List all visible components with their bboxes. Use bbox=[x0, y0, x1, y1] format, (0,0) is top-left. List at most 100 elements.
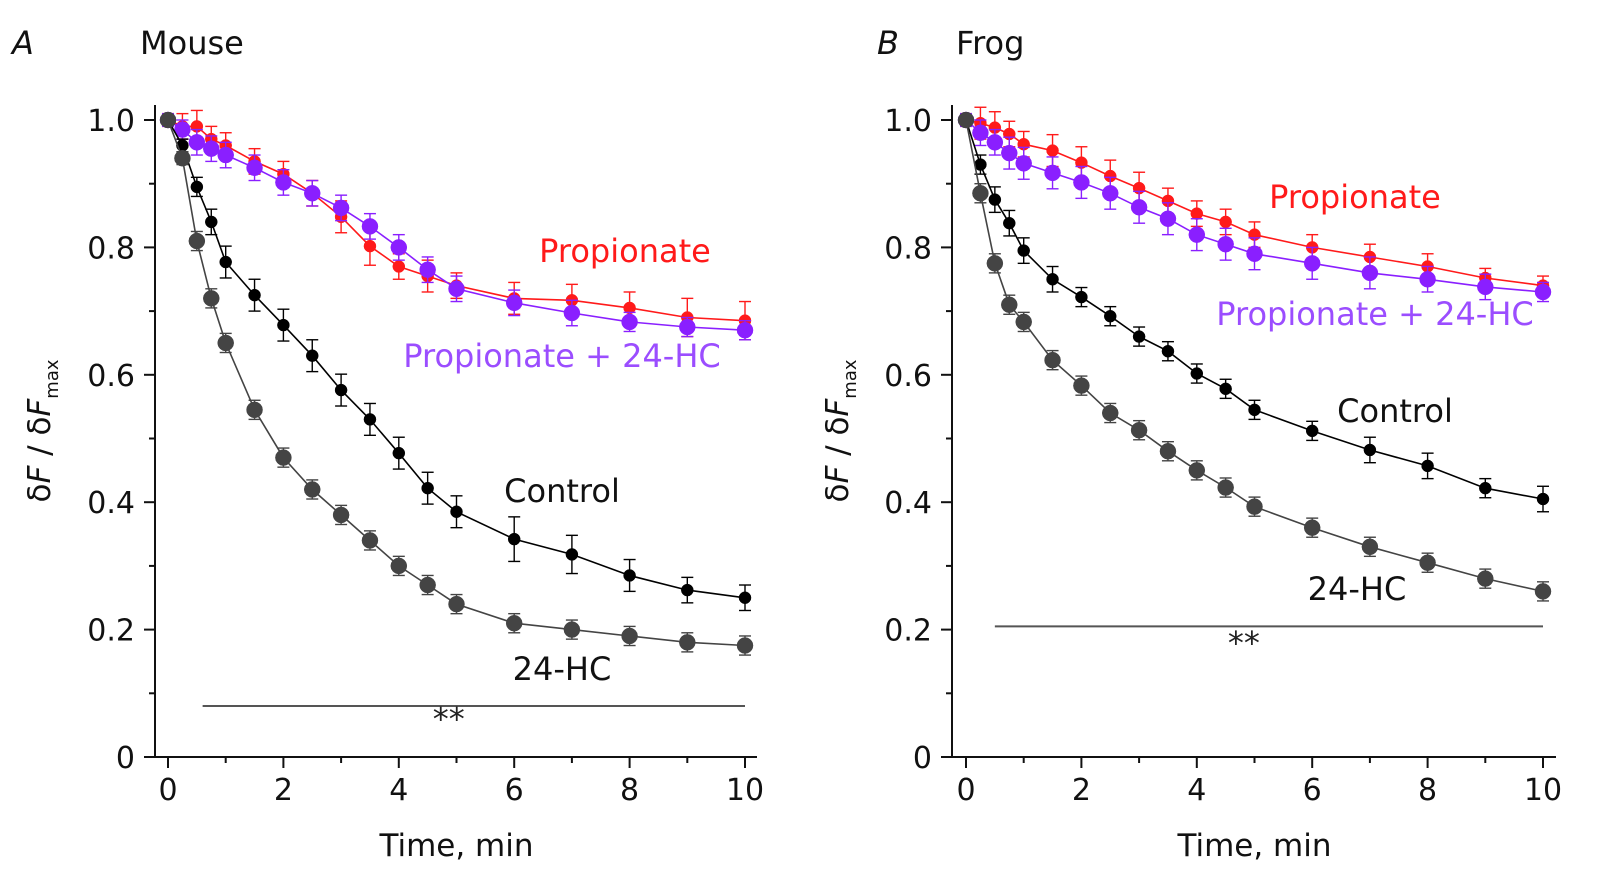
data-point bbox=[392, 446, 406, 460]
data-point bbox=[1219, 215, 1232, 229]
data-point bbox=[972, 124, 989, 141]
data-point bbox=[246, 159, 263, 177]
data-point bbox=[1361, 264, 1379, 282]
data-point bbox=[390, 557, 408, 575]
data-point bbox=[332, 199, 350, 217]
data-point bbox=[448, 595, 465, 613]
chart-title: Mouse bbox=[140, 24, 244, 62]
series-label-propionate-plus-24-hc: Propionate + 24-HC bbox=[403, 337, 721, 375]
data-point bbox=[1534, 583, 1552, 600]
data-point bbox=[217, 146, 234, 164]
data-point bbox=[1159, 210, 1177, 227]
data-point bbox=[1188, 462, 1206, 479]
series-label-24-hc: 24-HC bbox=[513, 650, 612, 688]
significance-label: ** bbox=[433, 700, 465, 738]
data-point bbox=[363, 413, 377, 426]
series-label-propionate-plus-24-hc: Propionate + 24-HC bbox=[1216, 295, 1534, 333]
data-point bbox=[1421, 459, 1434, 473]
series-propionate-plus-24-hc bbox=[957, 111, 1552, 303]
data-point bbox=[450, 505, 463, 519]
data-point bbox=[363, 239, 377, 253]
data-point bbox=[275, 174, 292, 191]
data-point bbox=[736, 637, 754, 654]
data-point bbox=[277, 318, 290, 332]
data-point bbox=[681, 583, 694, 597]
data-point bbox=[621, 627, 638, 645]
y-tick-label: 0.4 bbox=[87, 486, 135, 521]
data-point bbox=[988, 193, 1002, 206]
data-point bbox=[1217, 479, 1234, 496]
series-label-control: Control bbox=[504, 472, 620, 510]
x-tick-label: 10 bbox=[1524, 773, 1562, 808]
data-point bbox=[1102, 185, 1119, 202]
data-point bbox=[738, 591, 752, 604]
data-point bbox=[563, 621, 581, 638]
data-point bbox=[1015, 313, 1032, 331]
data-point bbox=[1419, 271, 1436, 288]
data-point bbox=[174, 149, 191, 167]
x-tick-label: 4 bbox=[1187, 773, 1206, 808]
data-point bbox=[219, 255, 232, 269]
data-point bbox=[1159, 442, 1177, 460]
data-point bbox=[306, 349, 319, 362]
data-point bbox=[1015, 155, 1032, 172]
data-point bbox=[1104, 309, 1117, 323]
data-point bbox=[275, 449, 292, 466]
series-label-propionate: Propionate bbox=[539, 232, 711, 270]
x-tick-label: 0 bbox=[956, 773, 975, 808]
series-control bbox=[959, 113, 1550, 513]
data-point bbox=[248, 288, 261, 302]
data-point bbox=[972, 185, 989, 202]
data-point bbox=[1303, 255, 1321, 272]
data-point bbox=[203, 140, 220, 157]
data-point bbox=[174, 121, 191, 138]
data-point bbox=[332, 506, 350, 524]
data-point bbox=[304, 185, 321, 202]
data-point bbox=[1130, 199, 1148, 216]
series-label-control: Control bbox=[1337, 392, 1453, 430]
data-point bbox=[1477, 278, 1494, 296]
data-point bbox=[1044, 351, 1061, 369]
data-point bbox=[1046, 273, 1059, 286]
data-point bbox=[1303, 519, 1321, 536]
significance-label: ** bbox=[1228, 624, 1260, 662]
data-point bbox=[203, 290, 220, 307]
y-tick-label: 0.6 bbox=[87, 359, 135, 394]
data-point bbox=[1001, 296, 1018, 313]
data-point bbox=[1190, 207, 1204, 220]
data-point bbox=[1219, 382, 1232, 396]
data-point bbox=[190, 180, 204, 194]
series-line bbox=[167, 119, 746, 647]
x-axis-label: Time, min bbox=[378, 828, 533, 864]
data-point bbox=[621, 313, 638, 331]
data-point bbox=[419, 261, 436, 278]
data-point bbox=[188, 134, 206, 151]
x-tick-label: 6 bbox=[1303, 773, 1322, 808]
y-tick-label: 0 bbox=[116, 741, 135, 776]
data-point bbox=[1003, 216, 1016, 230]
panel-a-mouse: A Mouse 0 0.2 0.4 0.6 0.8 1.0 0 2 4 6 8 10 Time, min δF… bbox=[10, 24, 764, 864]
data-point bbox=[1217, 235, 1234, 253]
data-point bbox=[1188, 226, 1206, 243]
series-line bbox=[167, 119, 746, 599]
data-point bbox=[505, 294, 523, 312]
data-point bbox=[679, 634, 696, 651]
x-tick-label: 2 bbox=[1072, 773, 1091, 808]
y-tick-label: 0.6 bbox=[884, 359, 932, 394]
x-tick-label: 8 bbox=[1418, 773, 1437, 808]
data-point bbox=[623, 569, 636, 582]
data-point bbox=[1130, 421, 1148, 439]
y-tick-label: 0 bbox=[913, 741, 932, 776]
series-label-24-hc: 24-HC bbox=[1308, 570, 1407, 608]
data-point bbox=[1534, 283, 1552, 301]
data-point bbox=[1102, 404, 1119, 422]
data-point bbox=[1001, 144, 1018, 162]
data-point bbox=[957, 111, 975, 129]
series-24-hc bbox=[159, 111, 754, 656]
chart-title: Frog bbox=[956, 24, 1024, 62]
y-tick-label: 0.4 bbox=[884, 486, 932, 521]
data-point bbox=[304, 481, 321, 498]
x-tick-label: 0 bbox=[158, 773, 177, 808]
data-point bbox=[565, 548, 579, 561]
data-point bbox=[246, 401, 263, 419]
